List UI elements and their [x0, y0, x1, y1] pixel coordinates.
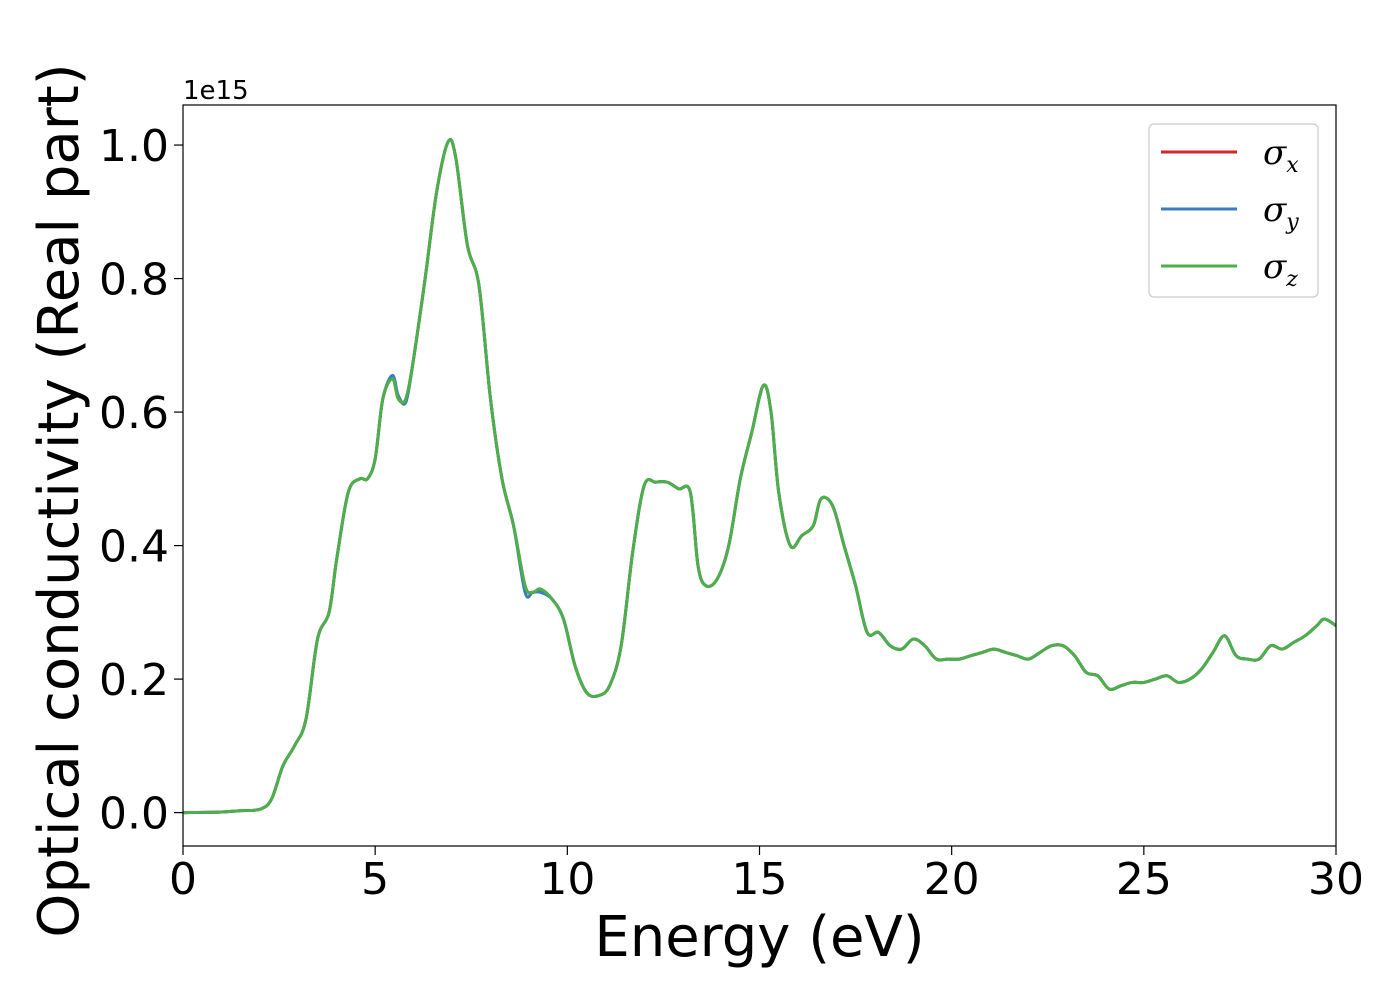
legend-label-base: σ [1263, 190, 1287, 230]
y-tick-label: 0.2 [99, 655, 169, 706]
x-tick-label: 20 [924, 854, 980, 905]
y-tick-label: 0.4 [99, 522, 169, 573]
series-line-z [183, 138, 1336, 815]
legend-label-z: σz [1263, 247, 1298, 292]
y-axis-title: Optical conductivity (Real part) [27, 63, 92, 937]
legend-label-subscript: x [1286, 153, 1299, 178]
y-axis: 0.0 0.2 0.4 0.6 0.8 1.0 [99, 121, 183, 840]
legend-label-subscript: z [1285, 267, 1298, 292]
series-layer [183, 138, 1336, 815]
x-axis: 0 5 10 15 20 25 30 [169, 846, 1364, 905]
legend-label-y: σy [1263, 190, 1299, 235]
legend-label-base: σ [1263, 133, 1287, 173]
legend-label-x: σx [1263, 133, 1299, 178]
x-tick-label: 15 [732, 854, 788, 905]
y-tick-label: 0.8 [99, 255, 169, 306]
y-tick-label: 1.0 [99, 121, 169, 172]
x-tick-label: 0 [169, 854, 197, 905]
x-axis-title: Energy (eV) [594, 905, 924, 970]
x-tick-label: 25 [1116, 854, 1172, 905]
y-axis-offset-label: 1e15 [183, 76, 249, 106]
y-tick-label: 0.6 [99, 388, 169, 439]
x-tick-label: 10 [539, 854, 595, 905]
y-tick-label: 0.0 [99, 789, 169, 840]
legend-label-subscript: y [1285, 210, 1299, 235]
x-tick-label: 5 [361, 854, 389, 905]
legend-label-base: σ [1263, 247, 1287, 287]
x-tick-label: 30 [1308, 854, 1364, 905]
